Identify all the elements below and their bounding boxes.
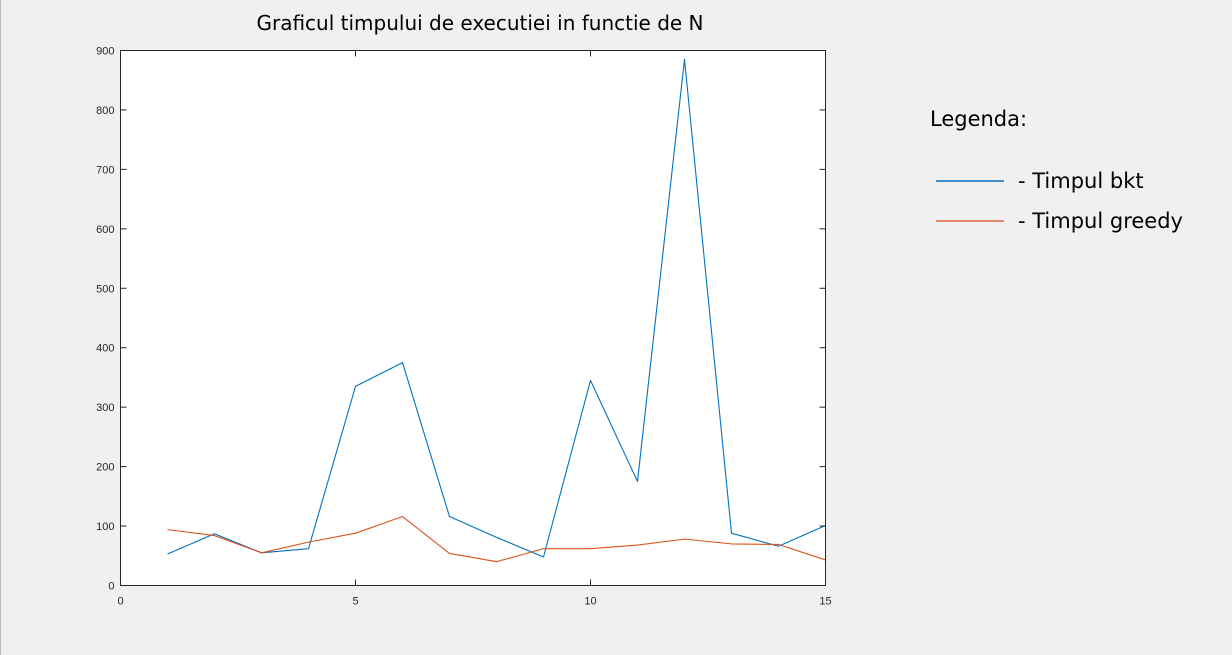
chart-title: Graficul timpului de executiei in functi… (256, 11, 703, 35)
legend-entry-bkt: - Timpul bkt (936, 166, 1144, 196)
y-tick-label: 200 (96, 462, 114, 474)
legend-title: Legenda: (930, 107, 1028, 131)
series-line-1 (167, 515, 826, 563)
legend-label-greedy: - Timpul greedy (1018, 209, 1183, 233)
plot-area (120, 50, 826, 586)
legend-entry-greedy: - Timpul greedy (936, 206, 1183, 236)
y-tick-label: 900 (96, 46, 114, 58)
y-tick-label: 800 (96, 105, 114, 117)
y-tick-label: 600 (96, 224, 114, 236)
y-tick-label: 400 (96, 343, 114, 355)
axes-frame (120, 50, 826, 586)
ticks-layer (120, 50, 826, 586)
y-tick-label: 500 (96, 283, 114, 295)
legend-swatch-greedy (936, 220, 1004, 222)
y-tick-label: 100 (96, 521, 114, 533)
left-window-edge (0, 0, 1, 655)
y-tick-label: 700 (96, 164, 114, 176)
x-tick-label: 0 (117, 596, 123, 608)
x-tick-label: 5 (352, 596, 358, 608)
series-line-0 (167, 58, 826, 558)
legend-label-bkt: - Timpul bkt (1018, 169, 1144, 193)
legend-swatch-bkt (936, 180, 1004, 182)
x-tick-label: 15 (819, 596, 831, 608)
series-layer (167, 58, 826, 563)
tick-labels-layer: 0 5 10 15 0 100 200 300 400 500 600 700 800 900 (96, 46, 831, 608)
y-tick-label: 300 (96, 402, 114, 414)
x-tick-label: 10 (584, 596, 596, 608)
y-tick-label: 0 (108, 581, 114, 593)
